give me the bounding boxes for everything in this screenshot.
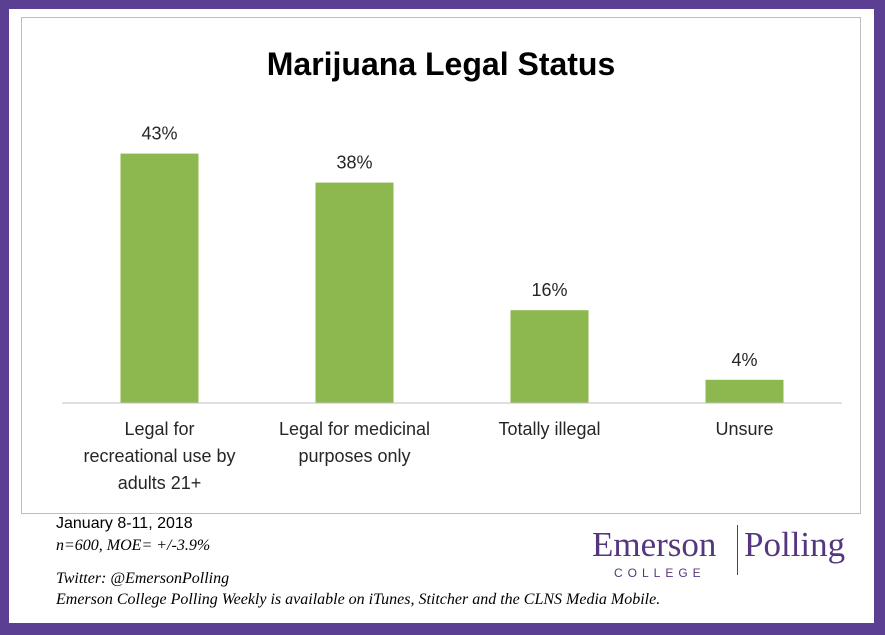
chart-title: Marijuana Legal Status (266, 46, 616, 82)
bar-chart: 43% 38% 16% 4% (62, 124, 842, 404)
bar-3 (705, 379, 784, 403)
chart-frame: Marijuana Legal Status 43% 38% 16% 4% Legal… (9, 9, 874, 623)
logo-polling-text: Polling (744, 525, 846, 564)
category-label-2: Totally illegal (455, 416, 645, 443)
sample-info: n=600, MOE= +/-3.9% (56, 537, 211, 554)
bar-1 (315, 182, 394, 403)
bar-0 (120, 153, 199, 403)
category-label-0: Legal for recreational use by adults 21+ (65, 416, 255, 497)
category-label-line: Totally illegal (498, 419, 601, 439)
poll-date: January 8-11, 2018 (56, 515, 193, 532)
data-label-0: 43% (141, 124, 177, 144)
logo-divider (737, 525, 738, 575)
category-label-line: purposes only (298, 446, 411, 466)
data-label-1: 38% (336, 153, 372, 173)
logo-college-text: COLLEGE (614, 566, 706, 580)
podcast-note: Emerson College Polling Weekly is availa… (56, 591, 661, 608)
category-label-1: Legal for medicinal purposes only (260, 416, 450, 470)
logo-emerson-text: Emerson (592, 525, 717, 564)
category-label-line: adults 21+ (117, 473, 202, 493)
category-label-line: Legal for medicinal (278, 419, 431, 439)
category-label-line: Legal for (124, 419, 195, 439)
twitter-handle: Twitter: @EmersonPolling (56, 570, 230, 587)
chart-area: Marijuana Legal Status 43% 38% 16% 4% Legal… (21, 17, 861, 514)
emerson-polling-logo: Emerson Polling COLLEGE (592, 517, 862, 581)
category-label-line: recreational use by (83, 446, 236, 466)
data-label-3: 4% (731, 350, 757, 370)
bar-2 (510, 310, 589, 403)
category-label-3: Unsure (650, 416, 840, 443)
data-label-2: 16% (531, 280, 567, 300)
category-label-line: Unsure (715, 419, 774, 439)
